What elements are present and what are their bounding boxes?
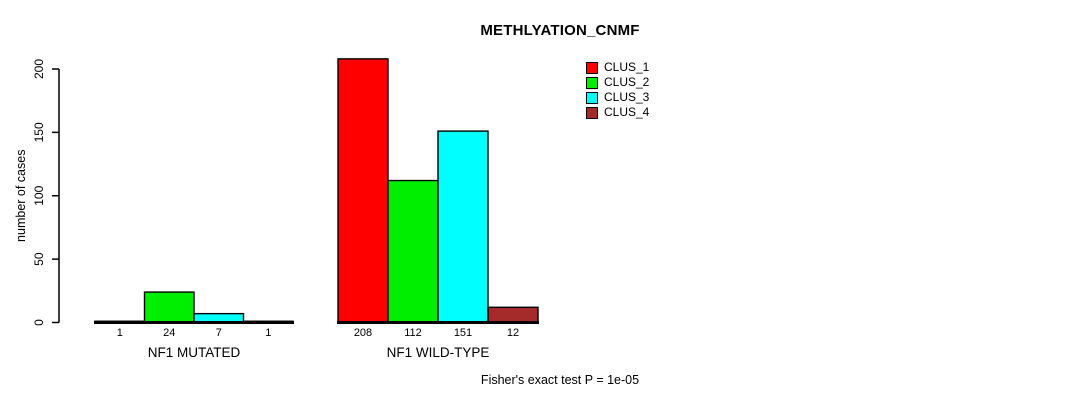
- y-axis-label: number of cases: [14, 150, 28, 242]
- y-tick-label: 100: [32, 185, 46, 205]
- legend-swatch-clus-3: [586, 91, 598, 104]
- legend-swatch-clus-4: [586, 106, 598, 119]
- legend-label-clus-4: CLUS_4: [604, 105, 650, 119]
- y-tick-label: 0: [32, 319, 46, 326]
- y-tick-label: 200: [32, 59, 46, 79]
- group-label: NF1 MUTATED: [148, 345, 241, 360]
- bar-value-label: 151: [454, 327, 472, 339]
- bar-value-label: 208: [354, 327, 372, 339]
- legend-swatch-clus-1: [586, 61, 598, 74]
- bar-nf1-mutated-clus_2: [143, 291, 195, 324]
- legend-item-clus-4: CLUS_4: [586, 106, 649, 119]
- bar-value-label: 7: [216, 327, 222, 339]
- group-label: NF1 WILD-TYPE: [387, 345, 490, 360]
- bar-value-label: 1: [117, 327, 123, 339]
- bar-nf1-wild-type-clus_1: [337, 58, 389, 324]
- legend-swatch-clus-2: [586, 76, 598, 89]
- y-tick-label: 150: [32, 122, 46, 142]
- fishers-test-annotation: Fisher's exact test P = 1e-05: [480, 373, 640, 387]
- legend-label-clus-2: CLUS_2: [604, 75, 650, 89]
- bar-value-label: 12: [507, 327, 519, 339]
- legend: CLUS_1 CLUS_2 CLUS_3 CLUS_4: [586, 61, 649, 119]
- bar-nf1-wild-type-clus_2: [387, 179, 439, 324]
- legend-item-clus-3: CLUS_3: [586, 91, 649, 104]
- bar-nf1-wild-type-clus_4: [487, 306, 539, 324]
- legend-item-clus-2: CLUS_2: [586, 76, 649, 89]
- chart-title: METHLYATION_CNMF: [480, 22, 640, 39]
- legend-label-clus-1: CLUS_1: [604, 60, 650, 74]
- bar-value-label: 1: [265, 327, 271, 339]
- bar-value-label: 24: [163, 327, 175, 339]
- bar-value-label: 112: [404, 327, 422, 339]
- y-tick-label: 50: [32, 252, 46, 266]
- legend-label-clus-3: CLUS_3: [604, 90, 650, 104]
- bar-nf1-wild-type-clus_3: [437, 130, 489, 324]
- legend-item-clus-1: CLUS_1: [586, 61, 649, 74]
